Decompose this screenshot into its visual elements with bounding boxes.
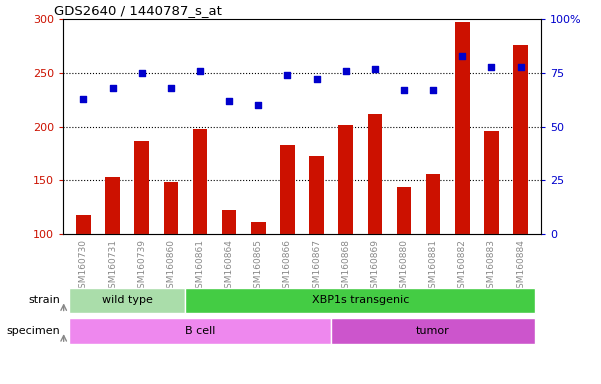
Bar [338, 124, 353, 234]
Point [399, 87, 409, 93]
Bar [186, 288, 535, 313]
Bar [222, 210, 236, 234]
Text: specimen: specimen [7, 326, 60, 336]
Point [370, 66, 380, 72]
Bar [484, 131, 499, 234]
Bar [310, 156, 324, 234]
Point [195, 68, 205, 74]
Bar [69, 288, 186, 313]
Point [341, 68, 350, 74]
Point [282, 72, 292, 78]
Bar [368, 114, 382, 234]
Point [137, 70, 147, 76]
Bar [105, 177, 120, 234]
Bar [455, 22, 469, 234]
Text: tumor: tumor [416, 326, 450, 336]
Text: XBP1s transgenic: XBP1s transgenic [311, 295, 409, 306]
Point [516, 63, 525, 70]
Point [254, 102, 263, 108]
Bar [193, 129, 207, 234]
Point [457, 53, 467, 59]
Bar [251, 222, 266, 234]
Bar [69, 318, 331, 344]
Text: B cell: B cell [185, 326, 215, 336]
Text: GDS2640 / 1440787_s_at: GDS2640 / 1440787_s_at [53, 3, 221, 17]
Point [108, 85, 117, 91]
Text: wild type: wild type [102, 295, 153, 306]
Bar [331, 318, 535, 344]
Point [312, 76, 322, 83]
Point [224, 98, 234, 104]
Text: strain: strain [28, 295, 60, 306]
Bar [397, 187, 411, 234]
Bar [163, 182, 178, 234]
Bar [135, 141, 149, 234]
Point [166, 85, 175, 91]
Bar [513, 45, 528, 234]
Bar [76, 215, 91, 234]
Bar [426, 174, 441, 234]
Point [429, 87, 438, 93]
Point [79, 96, 88, 102]
Point [487, 63, 496, 70]
Bar [280, 145, 294, 234]
